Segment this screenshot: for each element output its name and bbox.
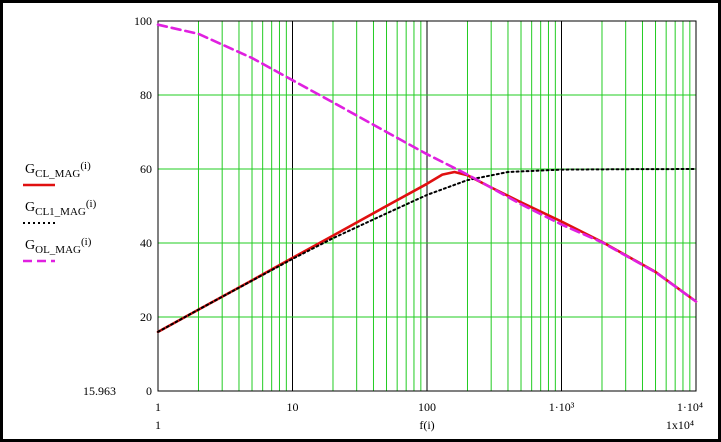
legend-label-arg: (i)	[81, 236, 92, 248]
x-tick-label: 10	[287, 400, 299, 414]
legend-label-2: GOL_MAG(i)	[25, 236, 92, 256]
x-tick-labels: 1 10 100 1·10³ 1·10⁴	[155, 400, 703, 414]
y-tick-label: 0	[146, 384, 152, 398]
x-tick-label: 1	[155, 400, 161, 414]
y-tick-label: 100	[134, 14, 152, 28]
x-max-readout: 1x10⁴	[666, 418, 694, 432]
legend-label-sub: OL_MAG	[35, 244, 81, 256]
legend-label-arg: (i)	[86, 198, 97, 210]
x-tick-label: 1·10³	[549, 400, 575, 414]
x-tick-label: 1·10⁴	[677, 400, 703, 414]
x-min-readout: 1	[155, 418, 161, 432]
y-min-readout: 15.963	[83, 384, 116, 398]
legend-label-main: G	[25, 238, 35, 253]
y-tick-label: 80	[140, 88, 152, 102]
legend-label-sub: CL_MAG	[35, 168, 80, 180]
y-tick-labels: 0 20 40 60 80 100	[134, 14, 152, 398]
legend-label-main: G	[25, 200, 35, 215]
y-tick-label: 20	[140, 310, 152, 324]
legend: GCL_MAG(i)GCL1_MAG(i)GOL_MAG(i)	[23, 160, 97, 263]
plot-area-border	[157, 20, 697, 392]
x-axis-label: f(i)	[419, 418, 434, 432]
y-tick-label: 40	[140, 236, 152, 250]
series-line-1	[157, 168, 697, 333]
series-lines	[156, 23, 698, 334]
grid-lines	[158, 21, 696, 391]
legend-label-0: GCL_MAG(i)	[25, 160, 91, 180]
legend-label-arg: (i)	[80, 160, 91, 172]
legend-label-1: GCL1_MAG(i)	[25, 198, 97, 218]
legend-label-sub: CL1_MAG	[35, 206, 86, 218]
legend-label-main: G	[25, 162, 35, 177]
series-line-2	[156, 23, 698, 303]
y-tick-label: 60	[140, 162, 152, 176]
x-tick-label: 100	[418, 400, 436, 414]
